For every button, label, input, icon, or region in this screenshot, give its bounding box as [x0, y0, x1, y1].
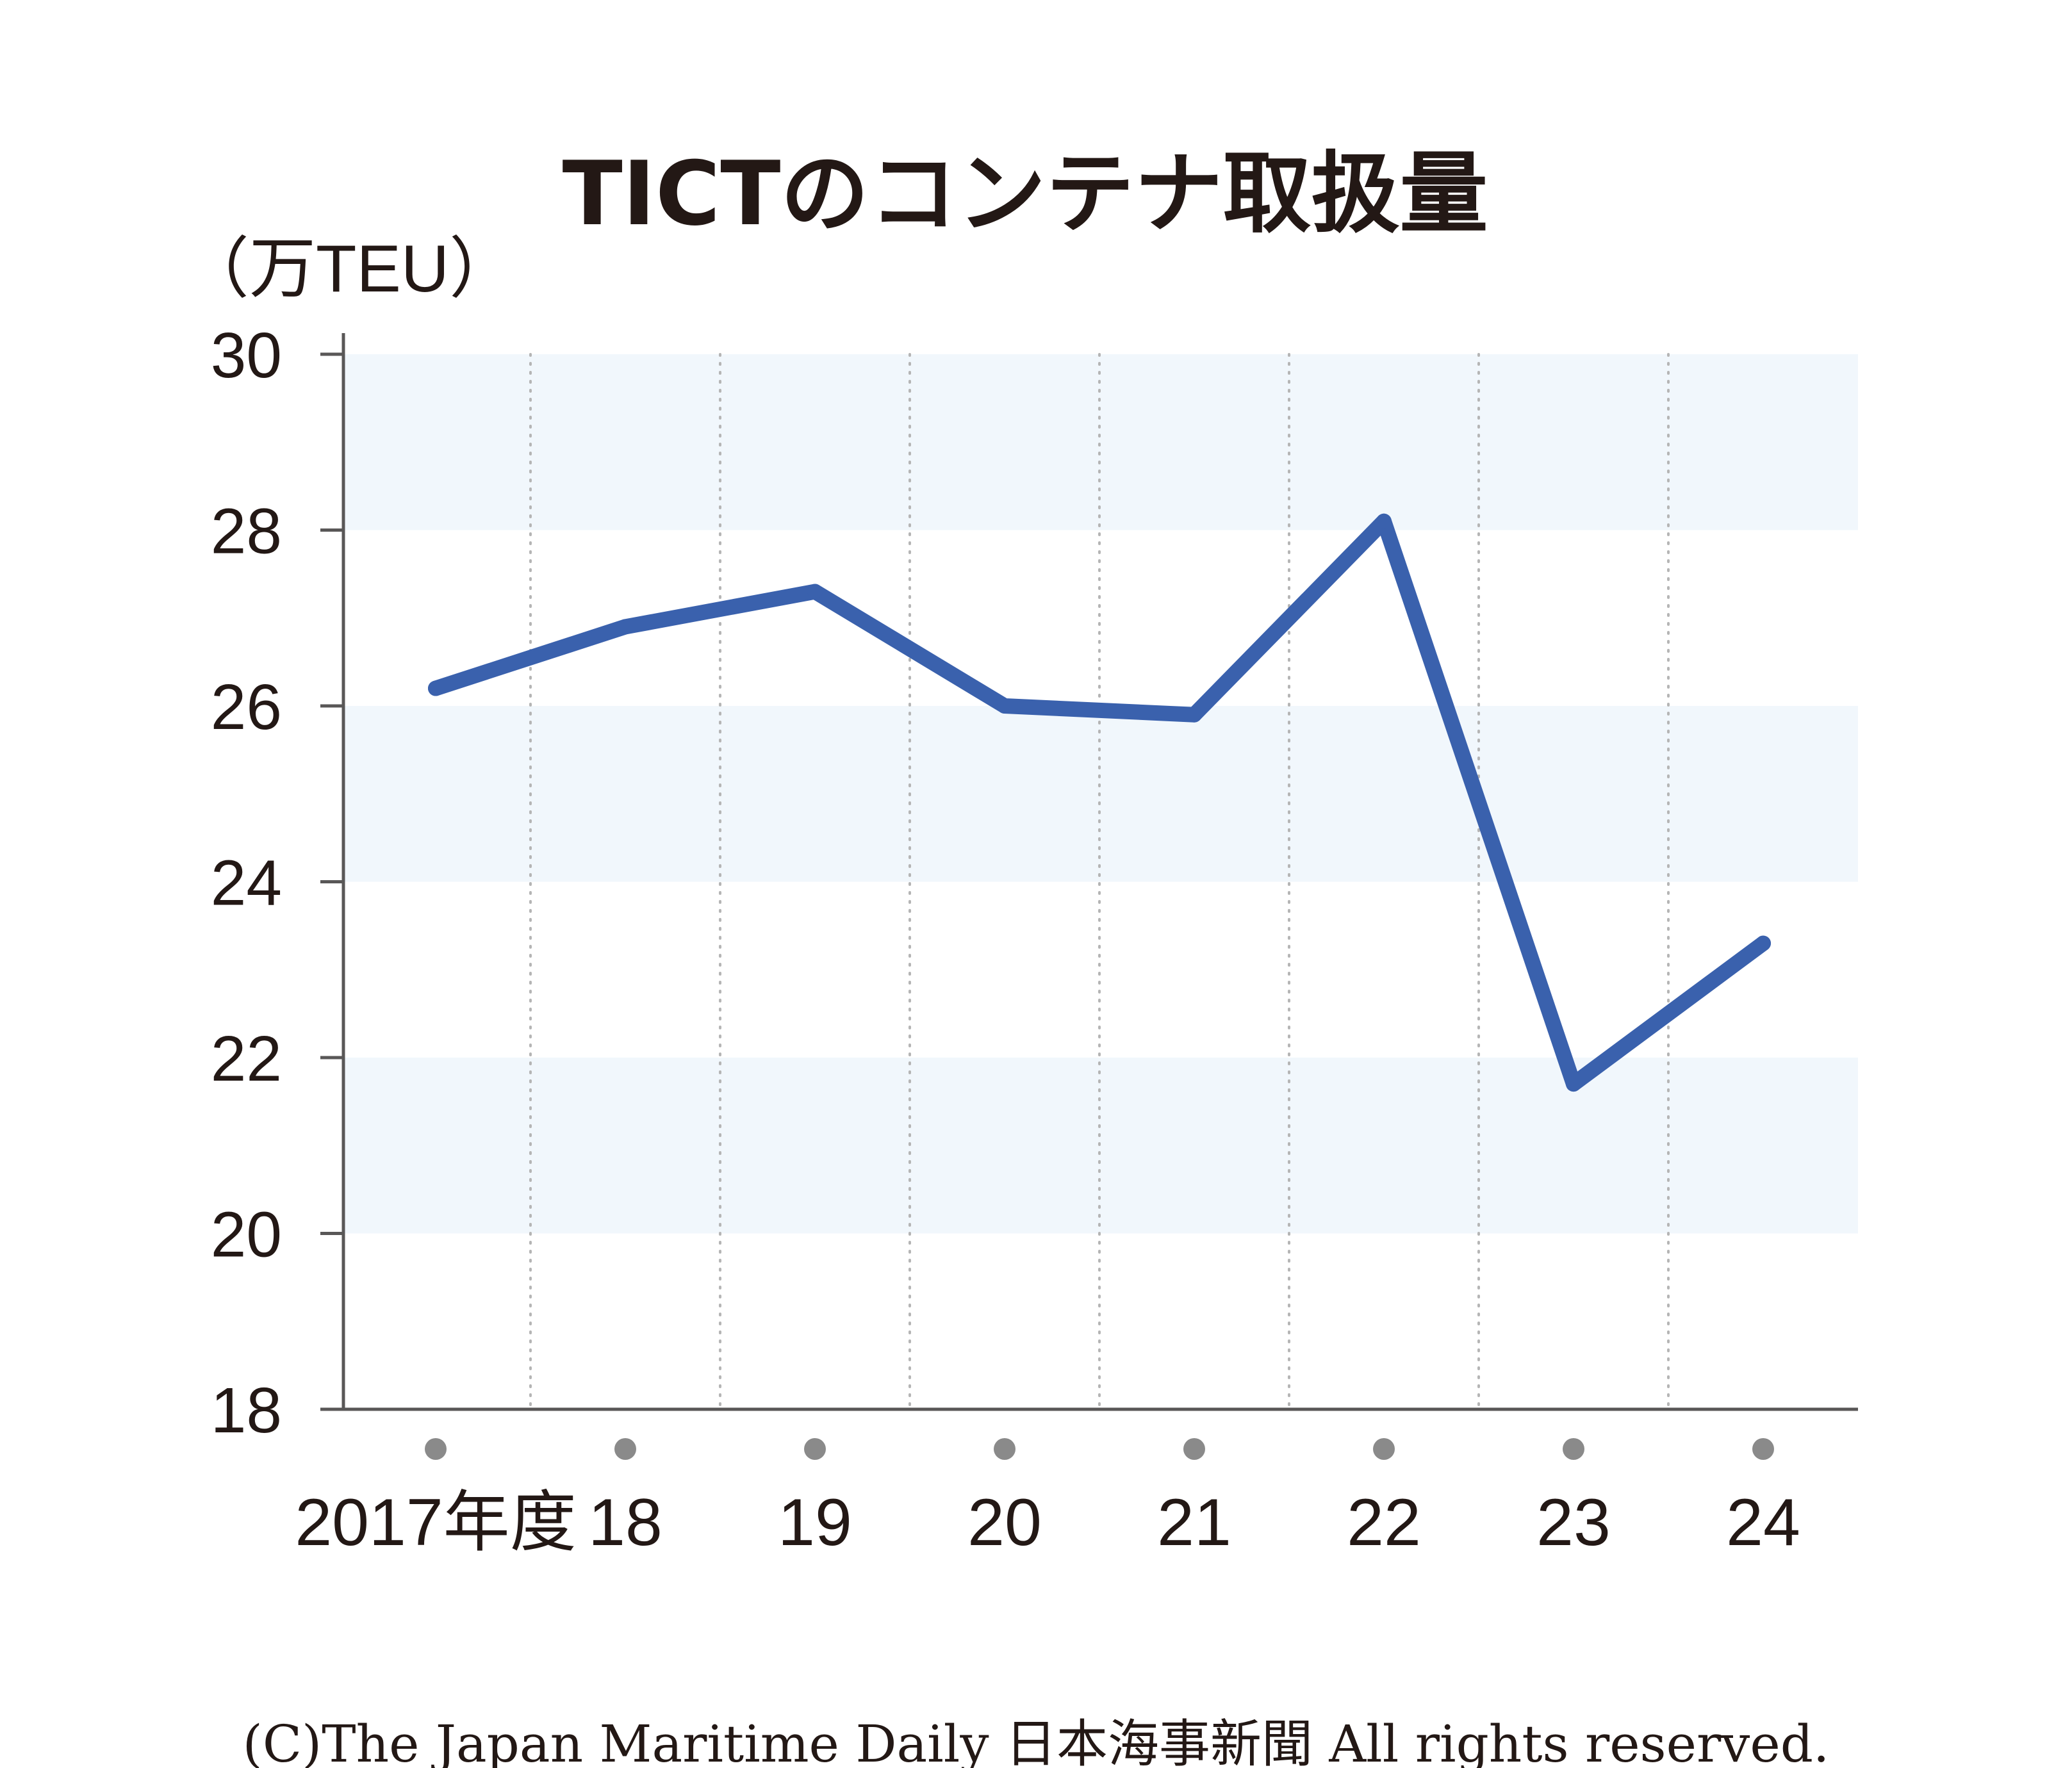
data-point [997, 698, 1012, 714]
data-point [1187, 707, 1202, 723]
x-tick-label: 24 [1726, 1486, 1800, 1560]
y-tick-label: 30 [211, 320, 282, 391]
x-tick-dot [1563, 1438, 1584, 1460]
x-tick-label: 23 [1536, 1486, 1611, 1560]
background-band [343, 354, 1858, 530]
background-band [343, 1058, 1858, 1234]
x-tick-label: 2017年度 [295, 1486, 576, 1560]
data-point [1376, 513, 1392, 529]
y-tick-label: 22 [211, 1023, 282, 1095]
chart-title: TICTのコンテナ取扱量 [563, 142, 1488, 245]
copyright-footer: (C)The Japan Maritime Daily 日本海事新聞 All r… [243, 1714, 1830, 1768]
series-line [428, 513, 1771, 1092]
y-tick-label: 26 [211, 671, 282, 743]
x-tick-dot [1183, 1438, 1205, 1460]
data-point [1755, 935, 1771, 951]
y-axis-ticks: 30 28 26 24 22 20 18 [211, 320, 343, 1446]
x-tick-dot [994, 1438, 1015, 1460]
x-tick-label: 18 [588, 1486, 662, 1560]
data-point [618, 619, 633, 635]
y-tick-label: 24 [211, 847, 282, 919]
data-point [428, 680, 443, 696]
x-tick-dot [614, 1438, 636, 1460]
data-point [807, 584, 823, 600]
y-tick-label: 18 [211, 1375, 282, 1446]
x-tick-label: 22 [1347, 1486, 1421, 1560]
x-tick-label: 20 [967, 1486, 1042, 1560]
y-tick-label: 28 [211, 496, 282, 568]
x-axis-ticks: 2017年度 18 19 20 21 22 23 24 [295, 1438, 1800, 1560]
data-point [1566, 1076, 1581, 1092]
x-tick-dot [425, 1438, 447, 1460]
x-tick-label: 19 [778, 1486, 852, 1560]
y-tick-label: 20 [211, 1199, 282, 1271]
series-group [428, 513, 1771, 1092]
x-tick-dot [804, 1438, 826, 1460]
y-unit-label: （万TEU） [183, 232, 516, 306]
x-tick-dot [1373, 1438, 1395, 1460]
x-tick-dot [1752, 1438, 1774, 1460]
vertical-gridlines [529, 353, 1670, 1411]
x-tick-label: 21 [1157, 1486, 1231, 1560]
